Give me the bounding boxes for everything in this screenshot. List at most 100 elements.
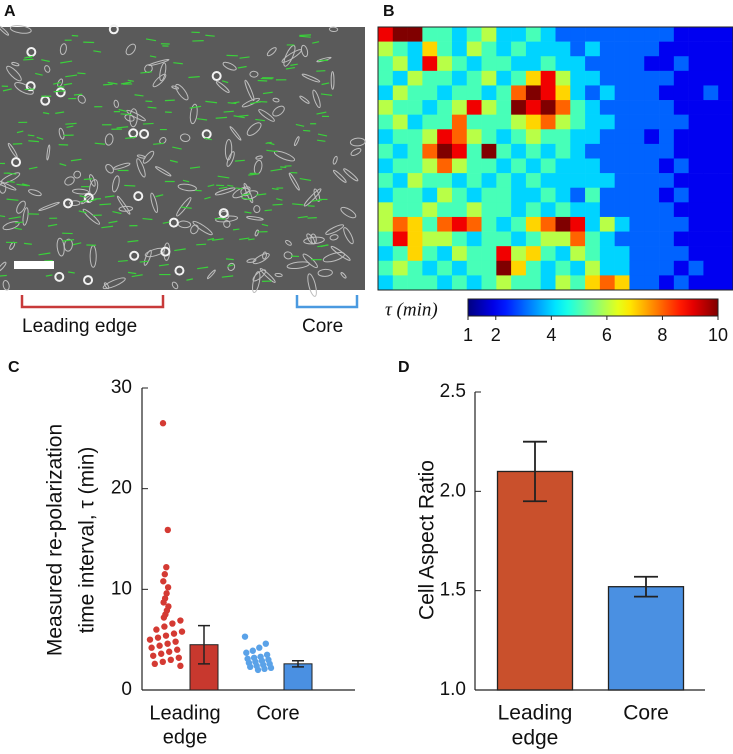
velocity-arrow (108, 220, 118, 224)
cell (288, 172, 300, 191)
heatmap-cell (688, 231, 704, 247)
velocity-arrow (149, 55, 157, 58)
heatmap-cell (599, 129, 615, 145)
velocity-arrow (118, 108, 128, 113)
heatmap-cell (496, 56, 512, 72)
data-point (167, 656, 174, 663)
velocity-arrow (205, 100, 218, 104)
heatmap-cell (659, 41, 675, 57)
heatmap-cell (555, 100, 571, 115)
error-bar (523, 440, 547, 503)
heatmap-cell (451, 202, 468, 218)
heatmap-cell (555, 216, 571, 232)
heatmap-cell (629, 173, 645, 189)
velocity-arrow (207, 184, 215, 188)
velocity-arrow (262, 91, 273, 95)
heatmap-cell (422, 114, 438, 130)
velocity-arrow (124, 184, 136, 187)
heatmap-cell (407, 56, 423, 72)
round-cell (25, 81, 36, 92)
cell (28, 189, 42, 197)
velocity-arrow (63, 82, 73, 86)
heatmap-cell (437, 202, 453, 218)
heatmap-cell (392, 173, 408, 189)
velocity-arrow (321, 82, 330, 86)
velocity-arrow (24, 88, 35, 91)
heatmap-cell (481, 70, 497, 86)
heatmap-cell (688, 129, 704, 145)
velocity-arrow (45, 274, 53, 277)
heatmap-cell (570, 56, 586, 72)
heatmap-cell (570, 114, 586, 130)
velocity-arrow (60, 60, 73, 64)
heatmap-cell (659, 114, 675, 130)
heatmap-cell (392, 246, 408, 262)
heatmap-cell (437, 56, 453, 72)
heatmap-cell (466, 187, 482, 203)
heatmap-cell (644, 187, 660, 203)
heatmap-cell (570, 231, 586, 247)
velocity-arrow (120, 81, 132, 85)
heatmap-cell (466, 27, 482, 42)
heatmap-cell (570, 158, 586, 174)
heatmap-cell (525, 129, 542, 145)
colorbar-tick-label: 2 (491, 325, 501, 345)
heatmap-cell (378, 173, 394, 189)
heatmap-cell (466, 216, 482, 232)
round-cell (83, 192, 94, 203)
heatmap-cell (511, 143, 527, 159)
cell (272, 97, 280, 103)
cell (214, 187, 236, 196)
heatmap-cell (511, 41, 527, 57)
cell (229, 126, 242, 141)
heatmap-cell (585, 56, 601, 72)
heatmap-cell (629, 100, 645, 115)
data-point (151, 660, 158, 668)
heatmap-cell (437, 143, 453, 159)
cell (125, 43, 136, 56)
velocity-arrow (255, 118, 266, 122)
heatmap-cell (525, 85, 542, 101)
velocity-arrow (53, 90, 66, 93)
heatmap-cell (451, 56, 468, 72)
heatmap-cell (555, 187, 571, 203)
heatmap-cell (629, 114, 645, 130)
heatmap-cell (392, 129, 408, 145)
velocity-arrow (16, 130, 24, 134)
cell (116, 195, 131, 215)
heatmap-cell (422, 85, 438, 101)
heatmap-cell (599, 41, 615, 57)
heatmap-cell (378, 260, 394, 276)
velocity-arrow (0, 215, 6, 218)
heatmap-cell (481, 56, 497, 72)
heatmap-cell (614, 129, 630, 145)
round-cell (218, 208, 229, 219)
cell (7, 142, 18, 158)
heatmap-cell (718, 216, 733, 232)
heatmap-cell (422, 231, 438, 247)
data-point (241, 633, 249, 640)
heatmap-cell (481, 129, 497, 145)
heatmap-cell (703, 246, 719, 262)
velocity-arrow (276, 198, 283, 201)
heatmap-cell (496, 158, 512, 174)
heatmap-cell (525, 27, 542, 42)
velocity-arrow (24, 55, 33, 59)
heatmap-cell (481, 85, 497, 101)
heatmap-cell (392, 143, 408, 159)
scale-bar (14, 261, 54, 269)
cell (38, 201, 60, 212)
heatmap-cell (378, 41, 394, 57)
heatmap-cell (511, 216, 527, 232)
heatmap-cell (466, 246, 482, 262)
heatmap-cell (644, 129, 660, 145)
heatmap-cell (614, 100, 630, 115)
heatmap-cell (511, 27, 527, 42)
heatmap-cell (614, 202, 630, 218)
data-point (160, 614, 168, 621)
velocity-arrow (140, 71, 152, 74)
data-point (163, 563, 170, 571)
velocity-arrow (238, 114, 249, 117)
heatmap-cell (688, 143, 704, 159)
